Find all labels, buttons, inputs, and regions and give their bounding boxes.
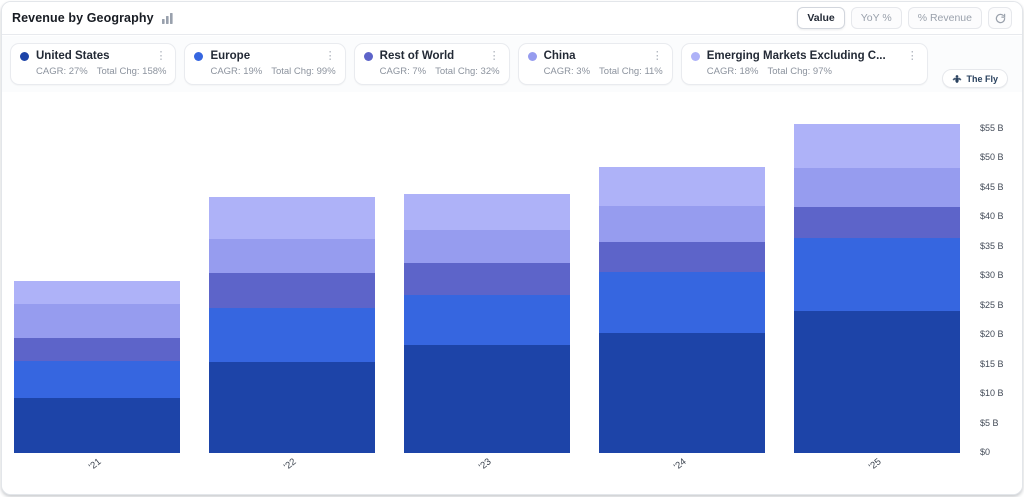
y-axis-label: $10 B — [980, 388, 1004, 399]
bar-25[interactable] — [794, 123, 960, 453]
kebab-menu-icon[interactable]: ⋮ — [324, 49, 336, 62]
bar-segment[interactable] — [209, 238, 375, 274]
y-axis-label: $0 — [980, 447, 991, 457]
fly-badge-label: The Fly — [966, 73, 998, 84]
y-axis-label: $35 B — [980, 240, 1004, 251]
series-name: Emerging Markets Excluding C... — [706, 50, 886, 62]
series-name: United States — [36, 50, 110, 62]
legend-card-emerging-markets[interactable]: Emerging Markets Excluding C... ⋮ CAGR: … — [680, 43, 928, 85]
kebab-menu-icon[interactable]: ⋮ — [651, 49, 663, 62]
y-axis: $0 $5 B $10 B $15 B $20 B $25 B $30 B $35 B $40 … — [968, 92, 1022, 494]
kebab-menu-icon[interactable]: ⋮ — [155, 49, 167, 62]
bar-segment[interactable] — [404, 230, 570, 264]
yoy-percent-button[interactable]: YoY % — [850, 7, 902, 29]
the-fly-badge[interactable]: The Fly — [942, 69, 1008, 88]
view-toggle-group: Value YoY % % Revenue — [797, 7, 1012, 29]
series-total-change: Total Chg: 11% — [599, 66, 663, 77]
bar-segment[interactable] — [404, 345, 570, 453]
series-color-dot — [194, 51, 204, 61]
bar-segment[interactable] — [209, 197, 375, 239]
bar-segment[interactable] — [794, 123, 960, 169]
percent-revenue-button[interactable]: % Revenue — [907, 7, 982, 29]
legend-row: United States ⋮ CAGR: 27% Total Chg: 158… — [2, 36, 1022, 92]
bar-23[interactable] — [404, 194, 570, 453]
bar-segment[interactable] — [14, 361, 180, 399]
series-cagr: CAGR: 27% — [36, 66, 88, 77]
page-title: Revenue by Geography — [12, 11, 154, 25]
refresh-button[interactable] — [988, 7, 1012, 29]
series-cagr: CAGR: 7% — [379, 66, 427, 77]
legend-card-europe[interactable]: Europe ⋮ CAGR: 19% Total Chg: 99% — [184, 43, 346, 85]
bar-segment[interactable] — [14, 398, 180, 453]
value-button[interactable]: Value — [797, 7, 845, 29]
bar-segment[interactable] — [404, 263, 570, 296]
series-cagr: CAGR: 18% — [706, 66, 759, 77]
bar-segment[interactable] — [599, 332, 765, 453]
bar-24[interactable] — [599, 167, 765, 453]
bar-segment[interactable] — [599, 271, 765, 333]
legend-card-rest-of-world[interactable]: Rest of World ⋮ CAGR: 7% Total Chg: 32% — [353, 43, 510, 85]
bar-segment[interactable] — [14, 303, 180, 339]
y-axis-label: $50 B — [980, 152, 1004, 163]
y-axis-label: $15 B — [980, 358, 1004, 369]
series-total-change: Total Chg: 97% — [767, 66, 832, 77]
plot-area: $0 $5 B $10 B $15 B $20 B $25 B $30 B $35 B $40 … — [2, 92, 1022, 494]
series-color-dot — [690, 51, 700, 61]
bar-segment[interactable] — [14, 338, 180, 362]
series-name: Europe — [210, 50, 251, 62]
bar-segment[interactable] — [794, 206, 960, 238]
x-axis-label: '24 — [672, 456, 689, 473]
x-axis-label: '21 — [87, 456, 104, 473]
kebab-menu-icon[interactable]: ⋮ — [906, 49, 918, 62]
y-axis-label: $20 B — [980, 329, 1004, 340]
series-cagr: CAGR: 19% — [210, 66, 263, 77]
series-total-change: Total Chg: 158% — [96, 66, 167, 77]
bar-segment[interactable] — [599, 241, 765, 272]
series-color-dot — [363, 51, 373, 61]
bar-segment[interactable] — [599, 167, 765, 206]
series-name: Rest of World — [379, 50, 455, 62]
series-cagr: CAGR: 3% — [543, 66, 591, 77]
bar-segment[interactable] — [209, 362, 375, 453]
bar-segment[interactable] — [404, 194, 570, 231]
y-axis-label: $40 B — [980, 211, 1004, 222]
y-axis-label: $55 B — [980, 123, 1004, 133]
bar-segment[interactable] — [209, 273, 375, 309]
bar-segment[interactable] — [209, 308, 375, 363]
series-name: China — [543, 50, 576, 62]
widget-header: Revenue by Geography Value YoY % % Reven… — [2, 2, 1022, 35]
y-axis-label: $30 B — [980, 270, 1004, 281]
y-axis-label: $25 B — [980, 299, 1004, 310]
bar-21[interactable] — [14, 281, 180, 453]
series-total-change: Total Chg: 99% — [271, 66, 336, 77]
legend-card-china[interactable]: China ⋮ CAGR: 3% Total Chg: 11% — [517, 43, 673, 85]
series-color-dot — [20, 51, 29, 61]
kebab-menu-icon[interactable]: ⋮ — [488, 49, 500, 62]
bar-segment[interactable] — [794, 237, 960, 312]
bar-chart-icon — [161, 12, 174, 24]
x-axis-label: '25 — [867, 456, 884, 473]
y-axis-label: $5 B — [980, 417, 999, 428]
bar-segment[interactable] — [14, 281, 180, 304]
bar-segment[interactable] — [404, 295, 570, 346]
legend-card-united-states[interactable]: United States ⋮ CAGR: 27% Total Chg: 158… — [10, 43, 177, 85]
bar-segment[interactable] — [794, 168, 960, 207]
bar-segment[interactable] — [794, 311, 960, 453]
series-color-dot — [527, 51, 537, 61]
bar-22[interactable] — [209, 197, 375, 453]
widget-content: United States ⋮ CAGR: 27% Total Chg: 158… — [2, 36, 1022, 494]
x-axis-label: '23 — [477, 456, 494, 473]
series-total-change: Total Chg: 32% — [435, 66, 500, 77]
x-axis-label: '22 — [282, 456, 299, 473]
bar-segment[interactable] — [599, 205, 765, 242]
y-axis-label: $45 B — [980, 181, 1004, 192]
fly-icon — [953, 74, 962, 83]
